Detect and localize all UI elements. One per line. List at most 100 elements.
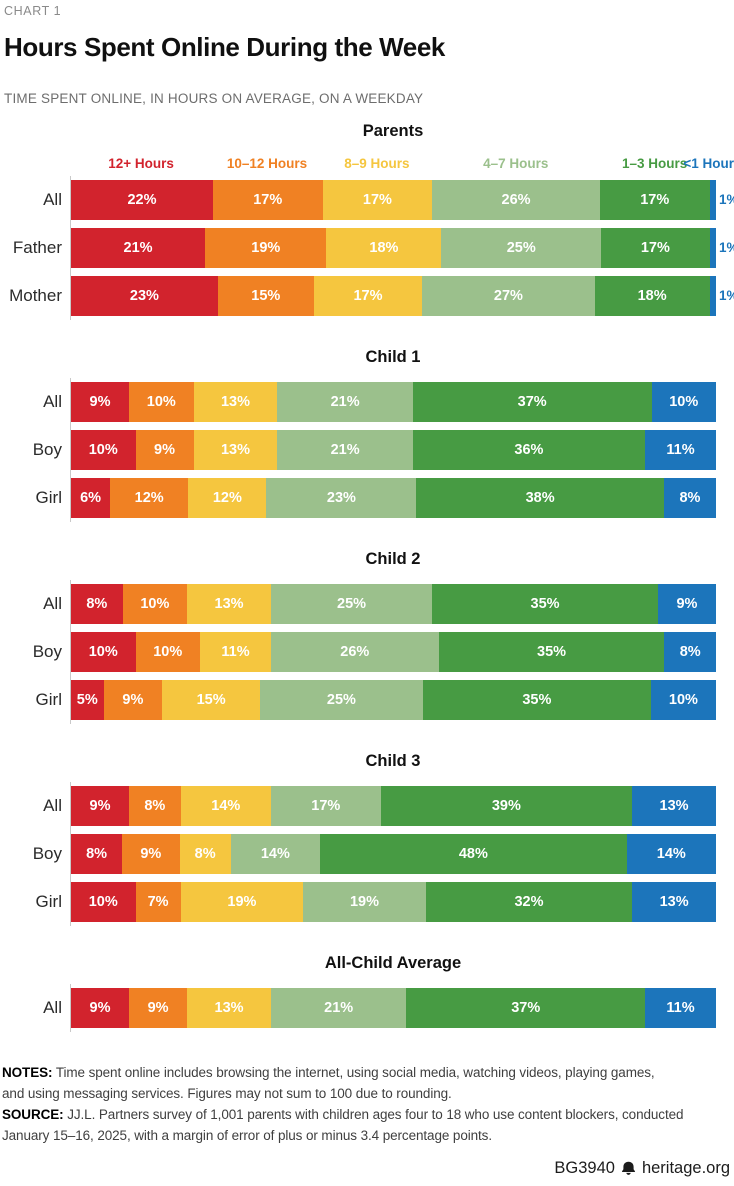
row-label: Boy <box>32 440 62 459</box>
bar-segment: 8% <box>663 478 717 518</box>
bar-segment: 10% <box>122 584 188 624</box>
bar-segment: 35% <box>432 584 658 624</box>
bar-segment: 32% <box>425 882 633 922</box>
stacked-bar: 22% 17% 17% 26% 17% <box>71 180 717 220</box>
stacked-bar: 10% 7% 19% 19% 32% 13% <box>71 882 716 922</box>
bar-segment: 19% <box>205 228 327 268</box>
bar-segment: 14% <box>230 834 321 874</box>
bar-segment: 8% <box>71 834 123 874</box>
row-label: Boy <box>32 642 62 661</box>
group-rows: All 9% 8% 14% 17% 39% 13% Boy 8% 9% 8% 14% 48% 14% Gir… <box>33 782 716 926</box>
bar-segment: 7% <box>135 882 181 922</box>
bar-segment: 17% <box>322 180 433 220</box>
stacked-bar: 10% 9% 13% 21% 36% 11% <box>71 430 716 470</box>
bar-segment: 11% <box>645 988 716 1028</box>
group-title: All-Child Average <box>324 954 462 972</box>
bar-segment: 37% <box>412 382 652 422</box>
row-label: Boy <box>32 844 62 863</box>
stacked-bar: 5% 9% 15% 25% 35% 10% <box>71 680 717 720</box>
group-all-child-average: All-Child Average All 9% 9% 13% 21% 37% 11% <box>0 954 734 1032</box>
group-rows: All 8% 10% 13% 25% 35% 9% Boy 10% 10% 11% 26% 35% 8% G… <box>33 580 717 724</box>
bar-segment: 8% <box>179 834 231 874</box>
legend-item-3: 4–7 Hours <box>483 156 549 171</box>
group-child-2: Child 2 All 8% 10% 13% 25% 35% 9% Boy 10% 10% 11% 26… <box>0 550 734 724</box>
liberty-bell-icon <box>620 1160 637 1177</box>
row-label: All <box>43 594 62 613</box>
stacked-bar: 9% 10% 13% 21% 37% 10% <box>71 382 716 422</box>
bar-segment: 19% <box>180 882 304 922</box>
row-label: Girl <box>35 892 62 911</box>
group-child-3: Child 3 All 9% 8% 14% 17% 39% 13% Boy 8% 9% 8% 14% 48… <box>0 752 734 926</box>
bar-segment: 26% <box>270 632 439 672</box>
stacked-bar: 6% 12% 12% 23% 38% 8% <box>71 478 717 518</box>
bar-segment: 18% <box>594 276 710 316</box>
bar-segment: 9% <box>71 988 130 1028</box>
bar-segment: 12% <box>188 478 267 518</box>
bar-segment: 18% <box>326 228 442 268</box>
bar-segment: 38% <box>416 478 664 518</box>
stacked-bar: 8% 10% 13% 25% 35% 9% <box>71 584 716 624</box>
group-title: Child 3 <box>365 752 421 770</box>
bar-segment: 17% <box>212 180 323 220</box>
brand-site: heritage.org <box>641 1159 730 1177</box>
bar-segment: 13% <box>193 382 278 422</box>
source-line-1: SOURCE: JJ.L. Partners survey of 1,001 p… <box>2 1104 734 1125</box>
notes-text-2: and using messaging services. Figures ma… <box>2 1086 452 1101</box>
bar-segment: 10% <box>129 382 194 422</box>
row-label: Father <box>12 238 62 257</box>
legend-item-5: <1 Hour <box>683 156 734 171</box>
bar-segment: 27% <box>422 276 595 316</box>
notes-line-2: and using messaging services. Figures ma… <box>2 1083 734 1104</box>
bar-segment: 10% <box>71 430 136 470</box>
notes-line-1: NOTES: Time spent online includes browsi… <box>2 1062 734 1083</box>
bar-segment: 37% <box>406 988 646 1028</box>
stacked-bar: 8% 9% 8% 14% 48% 14% <box>71 834 716 874</box>
outside-value-label: 1% <box>719 288 734 303</box>
notes-label: NOTES: <box>2 1065 53 1080</box>
bar-segment: 13% <box>193 430 278 470</box>
bar-segment: 17% <box>270 786 381 826</box>
bar-segment: 35% <box>422 680 651 720</box>
bar-segment: 36% <box>412 430 646 470</box>
chart-header: CHART 1 Hours Spent Online During the We… <box>0 4 734 106</box>
brand-id: BG3940 <box>554 1159 615 1177</box>
chart-row: All 9% 10% 13% 21% 37% 10% <box>43 382 716 422</box>
bar-segment: 9% <box>657 584 716 624</box>
page-subtitle: TIME SPENT ONLINE, IN HOURS ON AVERAGE, … <box>4 91 424 106</box>
source-text-1: JJ.L. Partners survey of 1,001 parents w… <box>67 1107 684 1122</box>
bar-segment: 10% <box>650 680 717 720</box>
bar-segment: 21% <box>277 382 413 422</box>
legend-item-2: 8–9 Hours <box>344 156 410 171</box>
row-label: All <box>43 998 62 1017</box>
row-label: All <box>43 190 62 209</box>
row-label: All <box>43 796 62 815</box>
bar-segment: 21% <box>277 430 413 470</box>
bar-segment: 25% <box>270 584 433 624</box>
chart-row: All 9% 9% 13% 21% 37% 11% <box>43 988 716 1028</box>
group-rows: All 22%17%17%26%17% 1% Father 21%19%18%25%17… <box>9 176 734 320</box>
bar-segment: 25% <box>259 680 423 720</box>
bar-segment: 9% <box>71 382 130 422</box>
stacked-bar: 23% 15% 17% 27% 18% <box>71 276 716 316</box>
footer-notes: NOTES: Time spent online includes browsi… <box>0 1062 734 1146</box>
stacked-bar: 9% 9% 13% 21% 37% 11% <box>71 988 716 1028</box>
stacked-bar: 21% 19% 18% 25% 17% <box>71 228 717 268</box>
bar-segment: 11% <box>645 430 716 470</box>
bar-segment <box>709 228 717 268</box>
bar-segment: 17% <box>601 228 710 268</box>
bar-segment: 21% <box>71 228 206 268</box>
bar-segment: 10% <box>135 632 200 672</box>
bar-segment <box>709 276 716 316</box>
row-label: Girl <box>35 488 62 507</box>
bar-segment: 8% <box>129 786 181 826</box>
chart-row: All 9% 8% 14% 17% 39% 13% <box>43 786 716 826</box>
bar-segment: 14% <box>180 786 271 826</box>
bar-segment: 23% <box>71 276 218 316</box>
bar-segment: 26% <box>432 180 600 220</box>
bar-segment: 10% <box>651 382 716 422</box>
row-label: All <box>43 392 62 411</box>
chart-row: Boy 10% 10% 11% 26% 35% 8% <box>33 632 716 672</box>
